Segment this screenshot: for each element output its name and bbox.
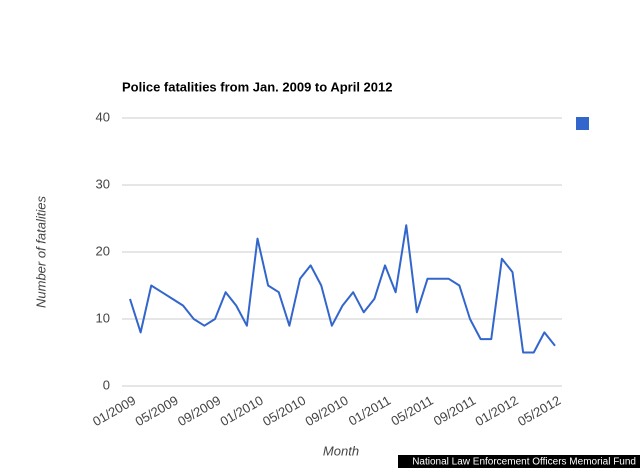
legend-swatch bbox=[576, 117, 589, 130]
x-tick-label: 05/2011 bbox=[388, 393, 435, 429]
x-tick-label: 09/2011 bbox=[431, 393, 478, 429]
x-tick-label: 09/2010 bbox=[303, 393, 351, 429]
y-axis-label: Number of fatalities bbox=[33, 196, 48, 308]
x-tick-label: 05/2010 bbox=[260, 393, 308, 429]
x-tick-label: 01/2011 bbox=[346, 393, 393, 429]
y-tick-label: 30 bbox=[96, 176, 110, 191]
chart-title: Police fatalities from Jan. 2009 to Apri… bbox=[122, 79, 392, 94]
y-tick-label: 10 bbox=[96, 310, 110, 325]
x-tick-label: 01/2009 bbox=[90, 393, 138, 429]
x-tick-label: 09/2009 bbox=[175, 393, 223, 429]
y-tick-label: 40 bbox=[96, 109, 110, 124]
x-tick-label: 01/2010 bbox=[218, 393, 266, 429]
x-tick-label: 05/2009 bbox=[133, 393, 181, 429]
x-axis-label: Month bbox=[323, 443, 359, 458]
y-tick-label: 20 bbox=[96, 243, 110, 258]
x-tick-label: 01/2012 bbox=[473, 393, 521, 429]
source: National Law Enforcement Officers Memori… bbox=[412, 457, 636, 468]
y-tick-label: 0 bbox=[103, 377, 110, 392]
source-box bbox=[398, 455, 640, 468]
x-tick-label: 05/2012 bbox=[515, 393, 563, 429]
series-line bbox=[129, 224, 556, 354]
